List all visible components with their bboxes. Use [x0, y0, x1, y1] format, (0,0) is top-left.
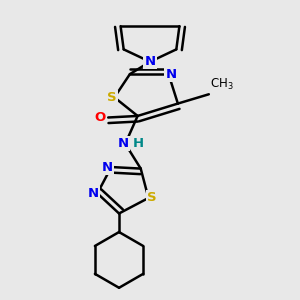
Text: CH$_3$: CH$_3$ [210, 77, 234, 92]
Text: S: S [147, 191, 157, 205]
Text: N: N [102, 160, 113, 173]
Text: O: O [95, 111, 106, 124]
Text: H: H [133, 137, 144, 150]
Text: N: N [118, 137, 129, 150]
Text: N: N [166, 68, 177, 81]
Text: N: N [144, 55, 156, 68]
Text: N: N [88, 187, 99, 200]
Text: S: S [107, 91, 117, 104]
